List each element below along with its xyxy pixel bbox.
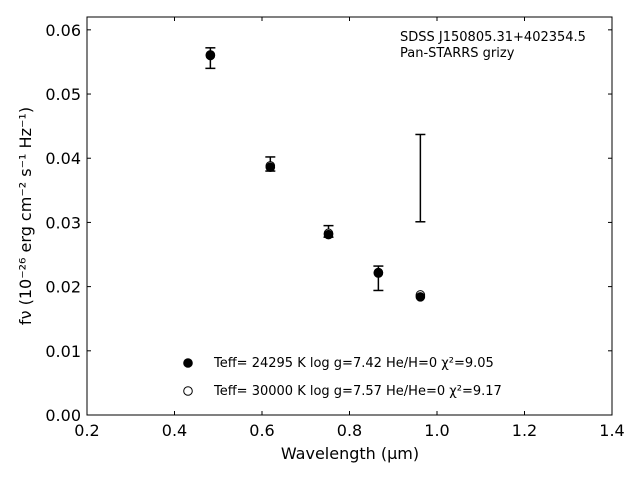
tick-labels: 0.2 0.4 0.6 0.8 1.0 1.2 1.4 0.00 0.01 0.02 0.03 0.0… bbox=[45, 21, 624, 440]
model-point-filled bbox=[205, 50, 216, 61]
x-tick-label: 1.4 bbox=[599, 421, 624, 440]
model-point-filled bbox=[415, 292, 426, 302]
y-tick-label: 0.02 bbox=[45, 278, 81, 297]
model-point-filled bbox=[323, 229, 334, 240]
legend-label-2: Teff= 30000 K log g=7.57 He/He=0 χ²=9.17 bbox=[213, 384, 502, 399]
y-tick-label: 0.00 bbox=[45, 406, 81, 425]
x-tick-label: 1.0 bbox=[424, 421, 449, 440]
legend: Teff= 24295 K log g=7.42 He/H=0 χ²=9.05 … bbox=[183, 356, 502, 399]
y-tick-label: 0.01 bbox=[45, 342, 81, 361]
x-tick-label: 0.6 bbox=[249, 421, 274, 440]
y-axis-label: fν (10⁻²⁶ erg cm⁻² s⁻¹ Hz⁻¹) bbox=[16, 107, 35, 325]
y-tick-label: 0.05 bbox=[45, 85, 81, 104]
y-tick-label: 0.04 bbox=[45, 149, 81, 168]
legend-marker-filled bbox=[183, 358, 193, 368]
model-points bbox=[205, 50, 426, 302]
legend-label-1: Teff= 24295 K log g=7.42 He/H=0 χ²=9.05 bbox=[213, 356, 494, 371]
ticks bbox=[86, 17, 613, 416]
y-tick-label: 0.06 bbox=[45, 21, 81, 40]
x-axis-label: Wavelength (μm) bbox=[281, 444, 419, 463]
x-tick-label: 0.4 bbox=[162, 421, 187, 440]
model-point-filled bbox=[373, 268, 384, 278]
model-point-filled bbox=[265, 162, 276, 173]
error-bars bbox=[205, 47, 426, 292]
observed-error-bar bbox=[415, 133, 426, 223]
annotation-line-1: SDSS J150805.31+402354.5 bbox=[400, 30, 586, 45]
x-tick-label: 0.8 bbox=[337, 421, 362, 440]
x-tick-label: 0.2 bbox=[74, 421, 99, 440]
legend-marker-open bbox=[183, 386, 193, 396]
x-tick-label: 1.2 bbox=[512, 421, 537, 440]
annotation-line-2: Pan-STARRS grizy bbox=[400, 46, 515, 61]
y-tick-label: 0.03 bbox=[45, 213, 81, 232]
